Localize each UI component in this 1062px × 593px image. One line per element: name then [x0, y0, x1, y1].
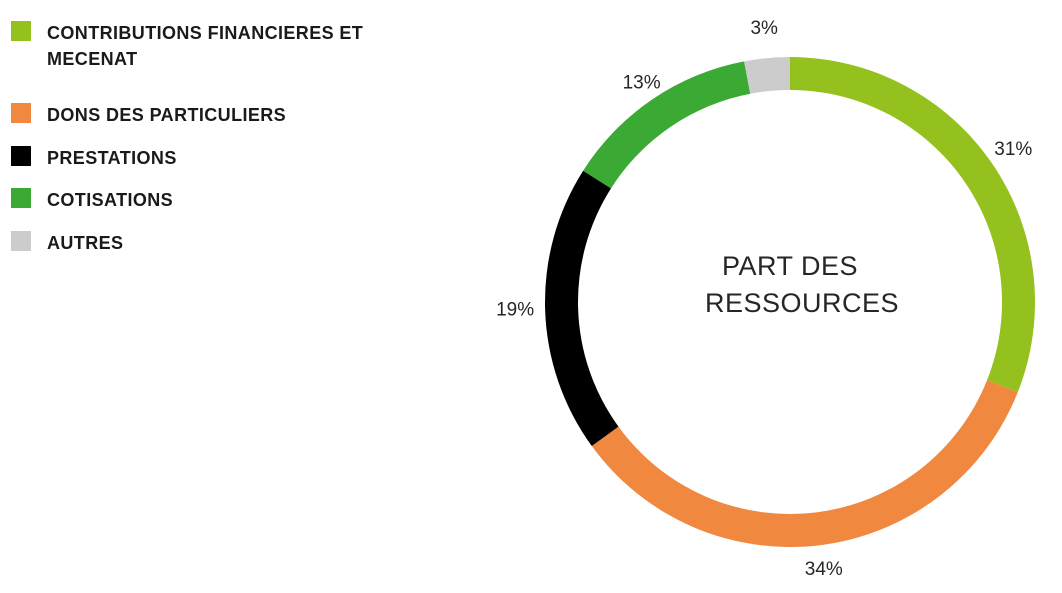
legend-item-dons: DONS DES PARTICULIERS [11, 102, 487, 128]
legend-label-cotisations: COTISATIONS [47, 190, 174, 210]
legend-label-dons: DONS DES PARTICULIERS [47, 105, 287, 125]
legend-swatch-cotisations [11, 188, 31, 208]
legend-label-autres: AUTRES [47, 233, 124, 253]
legend-label-contributions: CONTRIBUTIONS FINANCIERES ET MECENAT [47, 23, 364, 69]
pct-label-contributions: 31% [994, 139, 1032, 160]
pct-label-dons: 34% [805, 559, 843, 580]
pct-label-cotisations: 13% [623, 73, 661, 94]
center-label-line-2: RESSOURCES [705, 288, 899, 318]
legend-item-prestations: PRESTATIONS [11, 145, 487, 171]
legend-swatch-prestations [11, 146, 31, 166]
donut-slices [544, 57, 1035, 547]
center-label-line-1: PART DES [722, 251, 858, 281]
slice-autres [744, 57, 790, 94]
slice-dons [591, 380, 1018, 547]
slice-percent-labels: 31% 34% 19% 13% 3% [496, 18, 1032, 580]
legend-item-autres: AUTRES [11, 230, 487, 256]
legend-swatch-dons [11, 103, 31, 123]
legend-swatch-autres [11, 231, 31, 251]
chart-legend: CONTRIBUTIONS FINANCIERES ET MECENAT DON… [0, 0, 480, 280]
slice-contributions [790, 57, 1035, 393]
slice-prestations [544, 170, 619, 447]
legend-item-cotisations: COTISATIONS [11, 187, 487, 213]
legend-swatch-contributions [11, 21, 31, 41]
legend-item-contributions: CONTRIBUTIONS FINANCIERES ET MECENAT [11, 20, 487, 72]
legend-label-prestations: PRESTATIONS [47, 148, 177, 168]
pct-label-autres: 3% [750, 18, 778, 39]
slice-cotisations [583, 61, 751, 189]
pct-label-prestations: 19% [496, 300, 534, 321]
